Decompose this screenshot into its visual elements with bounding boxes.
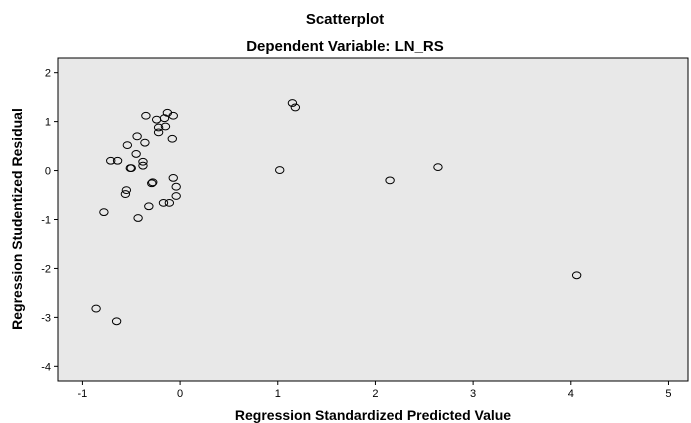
scatter-point (112, 156, 123, 165)
scatter-point (164, 198, 175, 207)
y-tick-label: 0 (45, 166, 51, 178)
x-tick-label: 3 (470, 388, 476, 400)
scatter-point (167, 134, 177, 143)
chart-title: Scatterplot (306, 11, 384, 28)
scatter-point (290, 103, 301, 112)
scatter-point (126, 164, 136, 173)
scatter-point (138, 157, 148, 166)
scatter-point (121, 186, 132, 195)
scatter-point (385, 176, 395, 185)
x-tick-label: 4 (568, 388, 574, 400)
scatter-point (171, 182, 181, 191)
y-axis-ticks: 2 1 0 -1 -2 -3 -4 (41, 68, 58, 373)
scatter-point (140, 138, 150, 147)
scatter-points (91, 99, 582, 326)
y-tick-label: 1 (45, 117, 51, 129)
scatter-point (275, 166, 285, 174)
y-axis-label: Regression Studentized Residual (9, 108, 25, 330)
scatter-point (106, 156, 116, 165)
scatter-point (160, 122, 171, 131)
scatter-point (159, 114, 170, 123)
y-tick-label: -1 (41, 215, 51, 227)
scatter-point (158, 198, 169, 207)
scatter-point (99, 208, 109, 217)
scatter-point (168, 111, 178, 120)
chart-subtitle: Dependent Variable: LN_RS (246, 38, 444, 55)
plot-area (57, 57, 689, 382)
scatter-point (153, 128, 164, 137)
x-tick-label: 5 (665, 388, 671, 400)
scatter-point (122, 141, 133, 150)
x-tick-label: -1 (78, 388, 88, 400)
y-tick-label: 2 (45, 68, 51, 80)
scatter-point (133, 214, 143, 222)
y-tick-label: -3 (41, 312, 51, 324)
x-tick-label: 0 (177, 388, 183, 400)
x-axis-ticks: -1 0 1 2 3 4 5 (78, 381, 672, 400)
scatter-point (571, 271, 582, 280)
x-tick-label: 1 (275, 388, 281, 400)
y-tick-label: -4 (41, 361, 51, 373)
scatter-point (148, 178, 158, 187)
scatter-point (171, 192, 181, 200)
scatter-point (287, 99, 298, 107)
scatter-point (132, 132, 142, 141)
scatter-point (141, 111, 151, 120)
scatter-point (131, 150, 141, 158)
scatter-point (147, 179, 157, 188)
scatter-point (153, 123, 164, 132)
x-tick-label: 2 (372, 388, 378, 400)
scatter-point (120, 190, 131, 198)
scatter-point (168, 174, 178, 182)
x-axis-label: Regression Standardized Predicted Value (235, 407, 511, 423)
scatter-point (144, 202, 154, 211)
scatter-point (138, 161, 148, 170)
scatter-point (111, 317, 122, 326)
y-tick-label: -2 (41, 263, 51, 275)
scatter-point (433, 163, 443, 172)
scatter-point (91, 304, 101, 313)
